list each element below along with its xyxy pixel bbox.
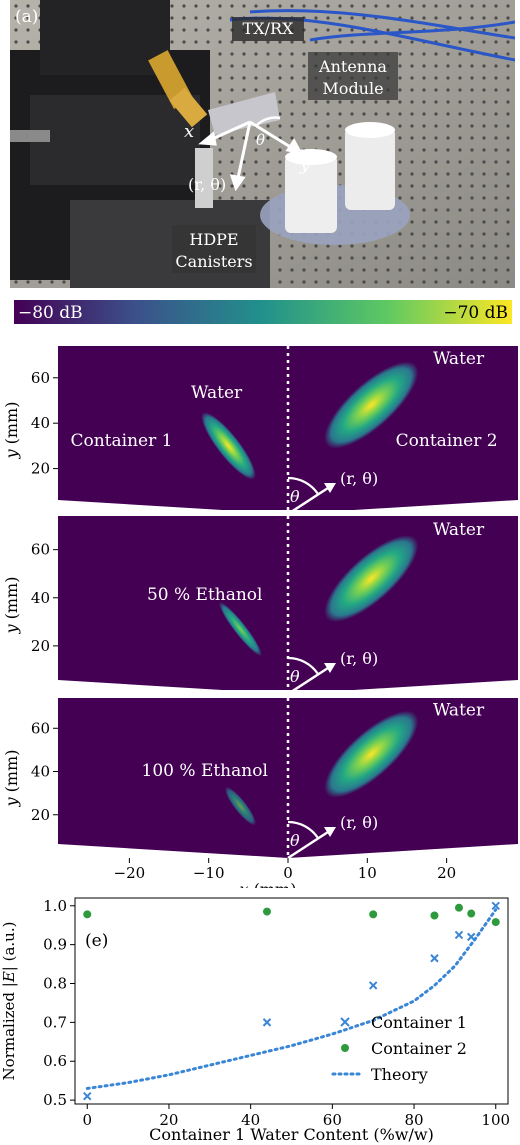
container2-point-1 <box>263 908 271 916</box>
y-axis-label-c: y (mm) <box>2 577 21 635</box>
e-y-tick-label-3: 0.8 <box>43 975 67 993</box>
polar-label-d: (r, θ) <box>340 813 378 832</box>
y-tick-label-b-0: 20 <box>31 460 50 478</box>
x-tick-label-3: 10 <box>358 864 377 882</box>
y-tick-label-d-0: 20 <box>31 806 50 824</box>
theory-line <box>87 910 495 1089</box>
colorbar-min-label: −80 dB <box>18 303 83 323</box>
x-tick-label-1: −10 <box>193 864 225 882</box>
txrx-label: TX/RX <box>243 19 295 38</box>
colorbar: −80 dB −70 dB <box>14 300 512 324</box>
panel-label-c: (c) <box>10 523 33 543</box>
x-axis-label-var: x <box>240 880 249 888</box>
legend-container2-marker <box>341 1044 349 1052</box>
antenna-label-line1: Antenna <box>318 57 387 76</box>
legend-container1-label: Container 1 <box>371 1013 467 1032</box>
antenna-label-line2: Module <box>322 79 383 98</box>
container1-caption-b: Container 1 <box>70 431 172 451</box>
legend-theory-label: Theory <box>371 1065 428 1084</box>
chart-frame <box>75 898 508 1104</box>
e-y-axis-label-var: E <box>0 971 18 983</box>
polar-label-c: (r, θ) <box>340 649 378 668</box>
container2-label-c: Water <box>433 520 485 540</box>
e-y-tick-label-4: 0.9 <box>43 936 67 954</box>
e-y-axis-label-suffix: | (a.u.) <box>0 922 18 972</box>
e-y-tick-label-1: 0.6 <box>43 1052 67 1070</box>
container2-point-5 <box>467 910 475 918</box>
photo-axis-x: x <box>184 121 194 142</box>
map-panel-d: θ (r, θ) (d) 100 % Ethanol Water 20 40 60 y (mm)… <box>0 690 520 888</box>
map-panel-c: θ (r, θ) (c) 50 % Ethanol Water 20 40 60 y (mm) <box>0 508 520 690</box>
y-tick-label-c-0: 20 <box>31 637 50 655</box>
y-tick-label-d-1: 40 <box>31 763 50 781</box>
y-axis-label-b: y (mm) <box>2 402 21 460</box>
y-axis-label-unit-c: (mm) <box>2 577 21 625</box>
colorbar-max-label: −70 dB <box>443 303 508 323</box>
container1-point-4 <box>455 931 462 938</box>
polar-label-b: (r, θ) <box>340 469 378 488</box>
container1-point-5 <box>468 933 475 940</box>
map-panel-b: θ (r, θ) (b) Water Water Container 1 Container… <box>0 338 520 510</box>
photo-axis-polar: (r, θ) <box>188 175 226 194</box>
e-y-tick-label-0: 0.5 <box>43 1091 67 1109</box>
map-background-b <box>58 346 518 510</box>
container1-point-2 <box>370 982 377 989</box>
e-x-tick-label-0: 0 <box>82 1111 92 1129</box>
container1-label-d: 100 % Ethanol <box>142 761 268 781</box>
container2-point-4 <box>455 904 463 912</box>
legend-container1-marker <box>341 1018 349 1026</box>
container2-caption-b: Container 2 <box>396 431 498 451</box>
container2-label-d: Water <box>433 700 485 720</box>
chart-panel-label: (e) <box>85 931 108 951</box>
y-axis-label-d: y (mm) <box>2 750 21 808</box>
hdpe-label-line2: Canisters <box>175 252 252 271</box>
scatter-chart-e: (e) 0 20 40 60 80 100 0.5 0.6 0.7 0.8 0.9 1.0 Contain… <box>0 890 520 1145</box>
e-x-tick-label-5: 100 <box>481 1111 510 1129</box>
container1-label-c: 50 % Ethanol <box>147 585 263 605</box>
y-axis-label-unit-d: (mm) <box>2 750 21 798</box>
container2-point-6 <box>492 918 500 926</box>
photo-panel: (a) TX/RX Antenna Module x y θ (r, θ) HD… <box>10 0 515 288</box>
e-y-axis-label-prefix: Normalized | <box>0 982 18 1080</box>
y-tick-label-c-1: 40 <box>31 589 50 607</box>
container1-point-3 <box>431 955 438 962</box>
container1-point-0 <box>84 1093 91 1100</box>
y-axis-label-unit-b: (mm) <box>2 402 21 450</box>
y-tick-label-b-1: 40 <box>31 414 50 432</box>
container1-point-1 <box>263 1019 270 1026</box>
x-axis-label: x (mm) <box>240 880 297 888</box>
y-tick-label-c-2: 60 <box>31 541 50 559</box>
container2-label-b: Water <box>433 349 485 369</box>
container1-label-b: Water <box>191 383 243 403</box>
x-axis-label-unit: (mm) <box>249 880 297 888</box>
container2-point-2 <box>369 910 377 918</box>
theta-label-c: θ <box>290 667 300 686</box>
theta-label-d: θ <box>290 831 300 850</box>
photo-axis-y: y <box>299 154 311 175</box>
e-y-tick-label-5: 1.0 <box>43 897 67 915</box>
e-x-axis-label: Container 1 Water Content (%w/w) <box>149 1125 434 1144</box>
x-tick-label-0: −20 <box>114 864 146 882</box>
container2-point-0 <box>83 910 91 918</box>
y-tick-label-b-2: 60 <box>31 369 50 387</box>
theta-label-b: θ <box>290 487 300 506</box>
container2-point-3 <box>430 911 438 919</box>
photo-panel-label: (a) <box>15 7 38 27</box>
colorbar-bar <box>14 300 512 324</box>
y-tick-label-d-2: 60 <box>31 719 50 737</box>
e-y-tick-label-2: 0.7 <box>43 1013 67 1031</box>
legend-container2-label: Container 2 <box>371 1039 467 1058</box>
photo-axis-theta: θ <box>256 131 265 149</box>
e-y-axis-label: Normalized |E| (a.u.) <box>0 922 18 1081</box>
hdpe-label-line1: HDPE <box>189 230 238 249</box>
x-tick-label-4: 20 <box>437 864 456 882</box>
